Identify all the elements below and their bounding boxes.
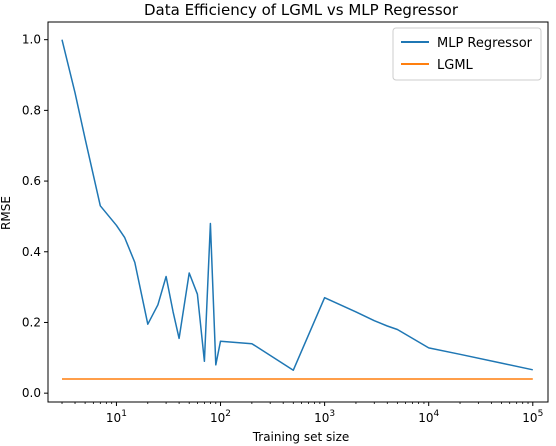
y-tick-label: 0.0 bbox=[22, 386, 41, 400]
x-tick-label: 105 bbox=[522, 409, 543, 425]
legend-label: MLP Regressor bbox=[437, 36, 533, 51]
x-tick-label: 103 bbox=[314, 409, 335, 425]
x-axis: 101 102 103 104 105 bbox=[61, 402, 543, 425]
chart-title: Data Efficiency of LGML vs MLP Regressor bbox=[144, 1, 459, 19]
legend: MLP Regressor LGML bbox=[392, 27, 542, 81]
series-layer bbox=[61, 39, 533, 380]
x-tick-label: 101 bbox=[106, 409, 127, 425]
x-tick-label: 104 bbox=[418, 409, 439, 425]
mlp-regressor-line bbox=[61, 39, 533, 371]
x-axis-label: Training set size bbox=[252, 430, 350, 444]
legend-label: LGML bbox=[437, 58, 474, 73]
y-axis-label: RMSE bbox=[0, 196, 13, 230]
legend-box bbox=[392, 27, 542, 81]
x-tick-label: 102 bbox=[210, 409, 231, 425]
y-tick-label: 0.2 bbox=[22, 315, 41, 329]
y-tick-label: 0.8 bbox=[22, 103, 41, 117]
y-tick-label: 0.6 bbox=[22, 174, 41, 188]
y-tick-label: 1.0 bbox=[22, 33, 41, 47]
y-tick-label: 0.4 bbox=[22, 245, 41, 259]
y-axis: 0.0 0.2 0.4 0.6 0.8 1.0 bbox=[22, 33, 48, 400]
plot-area bbox=[47, 21, 549, 403]
